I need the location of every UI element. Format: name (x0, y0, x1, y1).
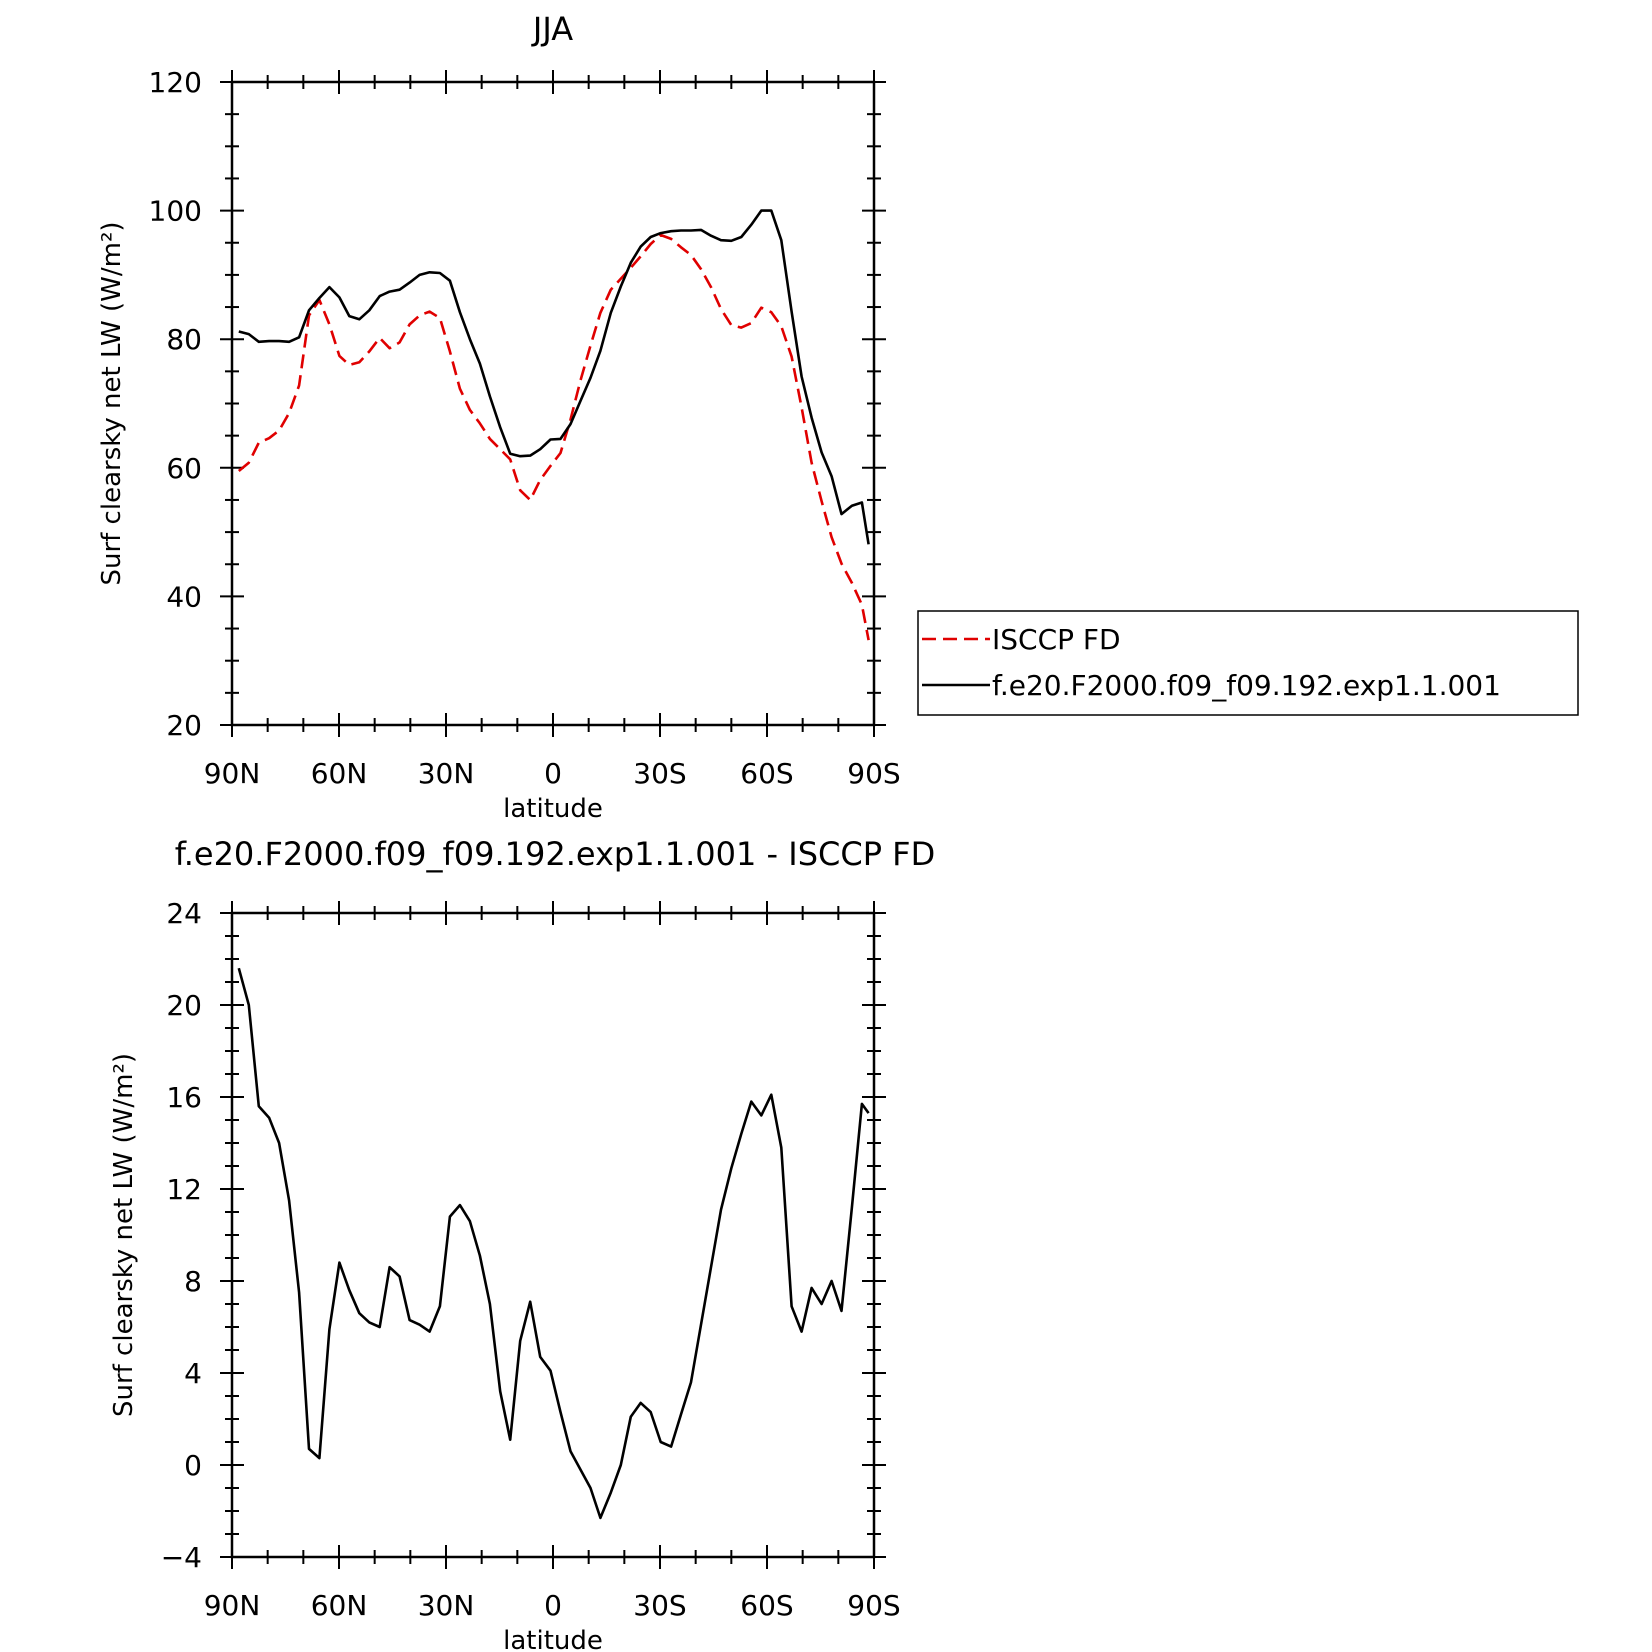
legend-box (917, 610, 1579, 716)
x-axis-label: latitude (503, 794, 603, 824)
series-line-1 (238, 209, 870, 545)
y-tick-label: 24 (166, 897, 202, 930)
x-tick-label: 90S (847, 1589, 900, 1622)
y-tick-label: 20 (166, 989, 202, 1022)
plot-frame (230, 911, 876, 1559)
y-tick-label: 8 (184, 1265, 202, 1298)
x-tick-label: 90N (204, 1589, 261, 1622)
y-axis-label: Surf clearsky net LW (W/m²) (97, 221, 127, 585)
chart-title: f.e20.F2000.f09_f09.192.exp1.1.001 - ISC… (175, 835, 935, 873)
x-tick-label: 0 (544, 1589, 562, 1622)
y-tick-label: 20 (166, 709, 202, 742)
y-tick-label: 80 (166, 323, 202, 356)
legend-label-isccp: ISCCP FD (992, 623, 1121, 656)
legend: ISCCP FD f.e20.F2000.f09_f09.192.exp1.1.… (917, 610, 1579, 716)
x-tick-label: 60S (740, 757, 793, 790)
x-axis-label: latitude (503, 1626, 603, 1652)
y-tick-label: 16 (166, 1081, 202, 1114)
x-tick-label: 30S (633, 1589, 686, 1622)
x-tick-label: 60S (740, 1589, 793, 1622)
x-tick-label: 30N (418, 1589, 475, 1622)
x-tick-label: 60N (311, 1589, 368, 1622)
series-line-0 (237, 967, 870, 1520)
series-line-0 (237, 233, 870, 641)
bottom-panel-difference: f.e20.F2000.f09_f09.192.exp1.1.001 - ISC… (109, 835, 935, 1652)
x-tick-label: 30S (633, 757, 686, 790)
y-tick-label: −4 (161, 1541, 202, 1574)
y-tick-label: 60 (166, 452, 202, 485)
y-tick-label: 0 (184, 1449, 202, 1482)
x-tick-label: 30N (418, 757, 475, 790)
chart-title: JJA (531, 10, 573, 48)
y-tick-label: 4 (184, 1357, 202, 1390)
x-tick-label: 0 (544, 757, 562, 790)
x-tick-label: 90N (204, 757, 261, 790)
top-panel-jja: JJA 90N 60N 30N 0 30S 60S 90S 20 40 60 80 100 120 lati… (97, 10, 901, 824)
plot-frame (230, 80, 876, 727)
y-tick-label: 120 (149, 66, 202, 99)
x-tick-label: 60N (311, 757, 368, 790)
y-tick-label: 100 (149, 195, 202, 228)
y-tick-label: 40 (166, 580, 202, 613)
y-axis-label: Surf clearsky net LW (W/m²) (109, 1053, 139, 1417)
legend-label-model: f.e20.F2000.f09_f09.192.exp1.1.001 (992, 669, 1501, 702)
x-tick-label: 90S (847, 757, 900, 790)
y-tick-label: 12 (166, 1173, 202, 1206)
